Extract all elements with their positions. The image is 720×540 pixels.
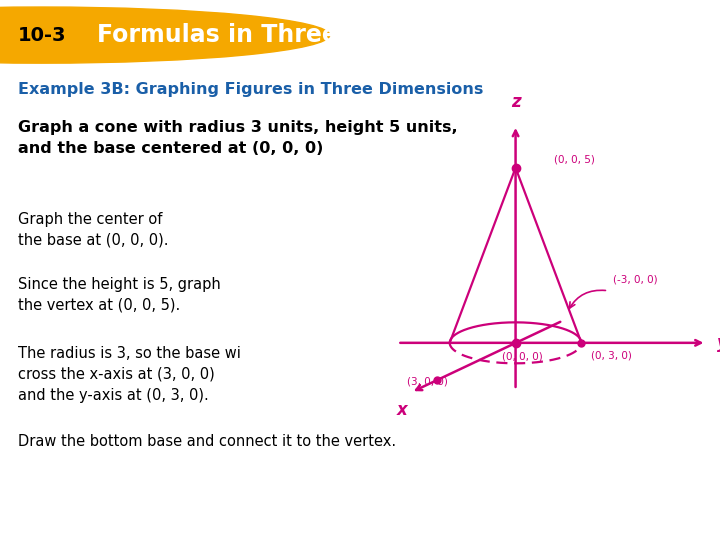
Text: Copyright © by Holt, Rinehart and Winston. All Rights Reserved.: Copyright © by Holt, Rinehart and Winsto… [214,521,506,530]
Text: The radius is 3, so the base wi
cross the x-axis at (3, 0, 0)
and the y-axis at : The radius is 3, so the base wi cross th… [18,346,241,403]
Circle shape [0,7,330,63]
Text: 10-3: 10-3 [17,25,66,45]
Text: Formulas in Three Dimensions: Formulas in Three Dimensions [97,23,501,47]
Text: Graph the center of
the base at (0, 0, 0).: Graph the center of the base at (0, 0, 0… [18,212,168,247]
Text: Draw the bottom base and connect it to the vertex.: Draw the bottom base and connect it to t… [18,434,396,449]
Text: (-3, 0, 0): (-3, 0, 0) [613,274,657,284]
Text: x: x [397,401,408,419]
Text: (0, 0, 5): (0, 0, 5) [554,154,595,165]
Text: y: y [717,334,720,352]
Text: (0, 0, 0): (0, 0, 0) [503,352,543,362]
Text: Since the height is 5, graph
the vertex at (0, 0, 5).: Since the height is 5, graph the vertex … [18,276,221,313]
Text: z: z [510,92,521,111]
Text: Graph a cone with radius 3 units, height 5 units,
and the base centered at (0, 0: Graph a cone with radius 3 units, height… [18,119,458,156]
Text: (0, 3, 0): (0, 3, 0) [590,350,631,360]
Text: Holt Geometry: Holt Geometry [18,503,132,517]
Text: Example 3B: Graphing Figures in Three Dimensions: Example 3B: Graphing Figures in Three Di… [18,82,483,97]
Text: (3, 0, 0): (3, 0, 0) [408,376,449,386]
